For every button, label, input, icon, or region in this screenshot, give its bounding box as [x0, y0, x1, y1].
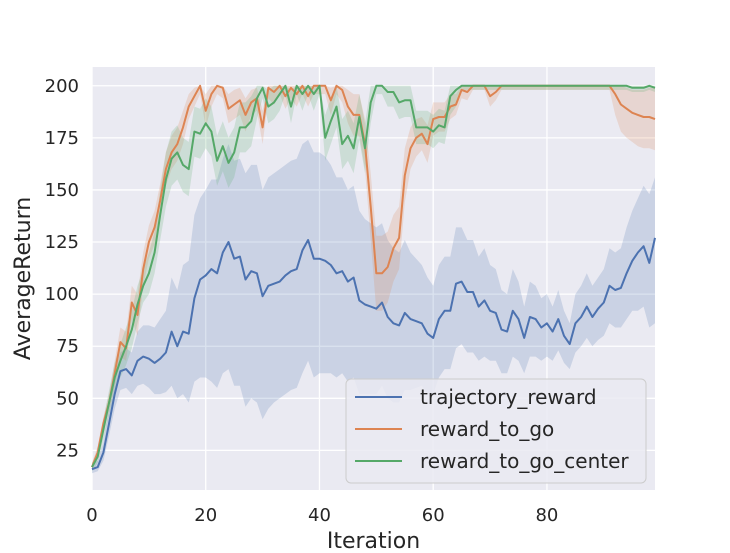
x-tick-labels: 0 20 40 60 80: [86, 505, 558, 526]
y-tick-label: 175: [45, 128, 79, 149]
y-tick-label: 75: [56, 336, 79, 357]
legend: trajectory_reward reward_to_go reward_to_g…: [345, 378, 647, 484]
x-tick-label: 20: [194, 505, 217, 526]
x-tick-label: 0: [86, 505, 97, 526]
legend-box: [345, 378, 647, 484]
y-tick-label: 125: [45, 232, 79, 253]
y-tick-label: 50: [56, 388, 79, 409]
y-tick-label: 25: [56, 440, 79, 461]
x-tick-label: 60: [422, 505, 445, 526]
x-tick-label: 80: [535, 505, 558, 526]
y-tick-label: 200: [45, 76, 79, 97]
y-tick-labels: 25 50 75 100 125 150 175 200: [45, 76, 79, 462]
x-axis-label: Iteration: [327, 529, 420, 553]
series-line-0: [91, 237, 656, 471]
series-lines: [91, 84, 656, 471]
legend-label-0: trajectory_reward: [420, 385, 597, 409]
series-line-2: [91, 84, 656, 468]
x-tick-label: 40: [308, 505, 331, 526]
legend-label-2: reward_to_go_center: [420, 449, 629, 473]
y-axis-label: AverageReturn: [11, 197, 36, 360]
y-tick-label: 100: [45, 284, 79, 305]
y-tick-label: 150: [45, 180, 79, 201]
legend-label-1: reward_to_go: [420, 417, 554, 441]
